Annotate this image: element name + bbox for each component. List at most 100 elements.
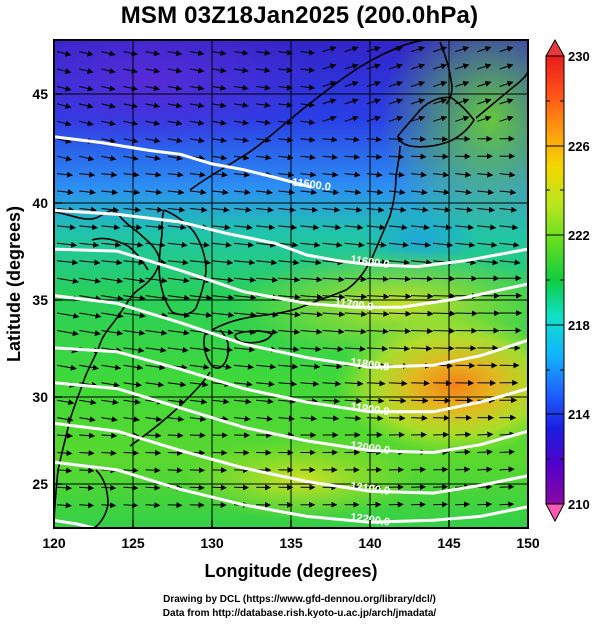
x-tick-label: 145 bbox=[437, 535, 461, 551]
wind-arrow bbox=[433, 327, 456, 334]
coastline-kuril bbox=[475, 71, 528, 119]
wind-arrow bbox=[79, 120, 94, 127]
x-axis-label: Longitude (degrees) bbox=[204, 561, 377, 581]
height-contour-line bbox=[54, 208, 528, 269]
wind-arrow bbox=[322, 311, 346, 318]
wind-arrow bbox=[79, 450, 95, 457]
wind-arrow bbox=[211, 137, 227, 144]
contour-label: 12100.0 bbox=[350, 480, 391, 497]
wind-arrow bbox=[123, 449, 139, 456]
wind-arrow bbox=[366, 98, 381, 105]
wind-arrow bbox=[366, 136, 382, 143]
wind-arrow bbox=[410, 63, 425, 70]
wind-arrow bbox=[499, 115, 514, 122]
wind-arrow bbox=[57, 312, 80, 319]
wind-arrow bbox=[123, 67, 138, 74]
x-tick-label: 140 bbox=[358, 535, 382, 551]
wind-arrow bbox=[167, 432, 184, 439]
height-contour-line bbox=[54, 518, 94, 528]
wind-arrow bbox=[278, 346, 300, 353]
wind-arrow bbox=[145, 85, 160, 92]
wind-arrow bbox=[256, 415, 273, 422]
wind-arrow bbox=[278, 241, 299, 248]
wind-arrow bbox=[211, 224, 231, 231]
wind-arrow bbox=[499, 189, 517, 196]
wind-arrow bbox=[278, 154, 294, 161]
wind-arrow bbox=[189, 206, 208, 213]
wind-arrow bbox=[477, 189, 494, 196]
wind-arrow bbox=[388, 189, 406, 196]
wind-arrow bbox=[366, 345, 388, 352]
wind-arrow bbox=[101, 312, 124, 319]
wind-arrow bbox=[79, 259, 101, 266]
contour-label: 11700.0 bbox=[334, 296, 374, 313]
wind-arrow bbox=[234, 381, 253, 388]
wind-arrow bbox=[189, 189, 207, 196]
wind-arrow bbox=[322, 346, 344, 352]
wind-arrow bbox=[79, 206, 97, 213]
wind-arrow bbox=[411, 275, 434, 282]
wind-arrow bbox=[123, 398, 141, 405]
wind-arrow bbox=[322, 241, 343, 248]
wind-arrow bbox=[101, 330, 124, 336]
wind-arrow bbox=[366, 397, 385, 404]
wind-arrow bbox=[123, 467, 139, 474]
wind-arrow bbox=[455, 46, 470, 53]
credit-data: Data from http://database.rish.kyoto-u.a… bbox=[162, 608, 437, 619]
wind-arrow bbox=[477, 171, 494, 178]
wind-arrow bbox=[211, 294, 235, 301]
wind-arrow bbox=[167, 50, 183, 57]
wind-arrow bbox=[234, 259, 256, 266]
wind-arrow bbox=[101, 206, 119, 213]
wind-arrow bbox=[300, 189, 318, 196]
wind-arrow bbox=[278, 189, 295, 196]
wind-arrow bbox=[322, 80, 337, 87]
wind-arrow bbox=[477, 206, 495, 213]
wind-arrow bbox=[234, 346, 256, 353]
colorbar-label: 210 bbox=[568, 497, 590, 512]
wind-arrow bbox=[145, 467, 161, 474]
wind-arrow bbox=[57, 399, 75, 406]
coastline-korea-peninsula bbox=[158, 209, 207, 316]
wind-arrow bbox=[366, 171, 383, 178]
wind-arrow bbox=[477, 224, 497, 231]
wind-arrow bbox=[344, 224, 364, 231]
wind-arrow bbox=[433, 241, 454, 248]
wind-arrow bbox=[79, 50, 94, 57]
wind-arrow bbox=[101, 50, 116, 57]
wind-arrow bbox=[123, 347, 145, 354]
wind-arrow bbox=[278, 206, 296, 213]
wind-arrow bbox=[167, 224, 187, 231]
wind-arrow bbox=[57, 120, 72, 127]
wind-arrow bbox=[433, 466, 449, 473]
wind-arrow bbox=[344, 397, 363, 404]
coastline-shikoku bbox=[234, 330, 273, 344]
wind-arrow bbox=[234, 398, 252, 405]
wind-arrow bbox=[344, 136, 360, 143]
wind-arrow bbox=[234, 276, 257, 283]
wind-arrow bbox=[211, 102, 227, 109]
wind-arrow bbox=[411, 206, 429, 213]
wind-arrow bbox=[211, 67, 227, 74]
wind-arrow bbox=[366, 241, 387, 248]
colorbar-label: 218 bbox=[568, 318, 590, 333]
wind-arrow bbox=[433, 224, 452, 231]
wind-arrow bbox=[57, 432, 73, 439]
wind-arrow bbox=[211, 154, 228, 161]
height-contour-line bbox=[54, 247, 528, 309]
wind-arrow bbox=[256, 224, 275, 231]
wind-arrow bbox=[433, 63, 448, 70]
wind-arrow bbox=[477, 501, 493, 508]
wind-arrow bbox=[300, 293, 323, 300]
wind-arrow bbox=[455, 241, 476, 248]
wind-arrow bbox=[322, 380, 342, 387]
wind-arrow bbox=[344, 171, 361, 178]
wind-arrow bbox=[57, 103, 72, 109]
wind-arrow bbox=[234, 189, 251, 196]
wind-arrow bbox=[455, 171, 472, 178]
wind-arrow bbox=[167, 294, 191, 301]
wind-arrow bbox=[499, 483, 515, 490]
wind-arrow bbox=[344, 380, 364, 387]
x-tick-labels: 120 125 130 135 140 145 150 bbox=[42, 535, 540, 551]
wind-arrow bbox=[455, 310, 478, 317]
